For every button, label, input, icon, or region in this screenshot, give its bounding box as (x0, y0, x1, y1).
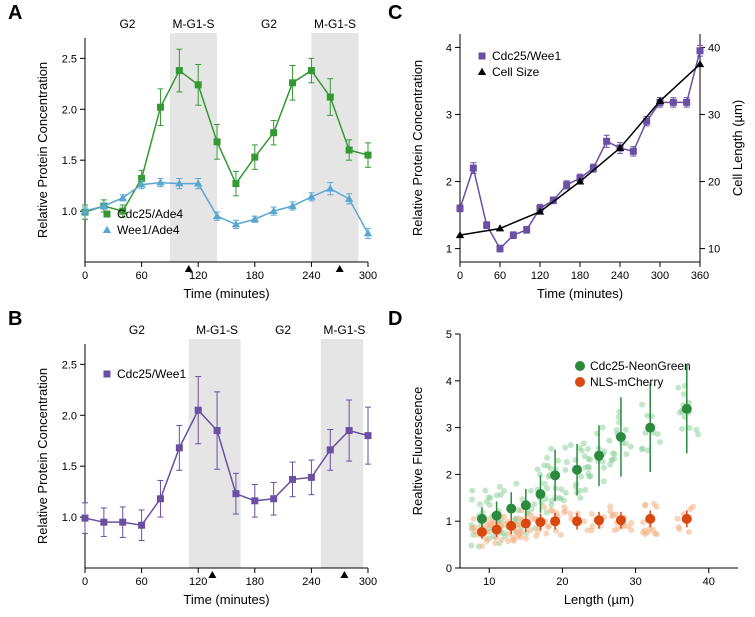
svg-text:30: 30 (708, 109, 720, 121)
svg-text:240: 240 (302, 576, 320, 588)
svg-text:120: 120 (531, 270, 549, 282)
svg-text:Length (µm): Length (µm) (564, 592, 634, 607)
chart-panel-b: 0 60 120 180 240 300 1.0 1.5 2.0 2.5 Time (minutes… (30, 314, 380, 614)
svg-text:60: 60 (135, 270, 147, 282)
svg-text:Time (minutes): Time (minutes) (183, 592, 269, 607)
svg-text:30: 30 (629, 576, 641, 588)
svg-text:120: 120 (189, 576, 207, 588)
svg-text:M-G1-S: M-G1-S (172, 17, 214, 31)
svg-text:G2: G2 (129, 323, 145, 337)
chart-panel-a: 0601201802403001.01.52.02.5Time (minutes… (30, 8, 380, 308)
svg-text:Cdc25/Wee1: Cdc25/Wee1 (492, 49, 561, 63)
svg-text:300: 300 (359, 576, 377, 588)
svg-text:1.5: 1.5 (62, 461, 77, 473)
svg-text:Time (minutes): Time (minutes) (537, 286, 623, 301)
svg-text:1: 1 (446, 244, 452, 256)
svg-text:1: 1 (446, 516, 452, 528)
svg-text:20: 20 (556, 576, 568, 588)
svg-text:40: 40 (703, 576, 715, 588)
svg-text:10: 10 (708, 244, 720, 256)
svg-text:1.5: 1.5 (62, 155, 77, 167)
svg-text:0: 0 (82, 576, 88, 588)
svg-text:Cdc25/Wee1: Cdc25/Wee1 (117, 367, 186, 381)
svg-text:60: 60 (494, 270, 506, 282)
panel-label-d: D (388, 308, 402, 331)
svg-text:60: 60 (135, 576, 147, 588)
svg-text:180: 180 (246, 270, 264, 282)
svg-text:0: 0 (446, 563, 452, 575)
svg-text:1.0: 1.0 (62, 512, 77, 524)
svg-text:4: 4 (446, 42, 452, 54)
svg-text:2.0: 2.0 (62, 410, 77, 422)
svg-text:G2: G2 (275, 323, 291, 337)
svg-text:2: 2 (446, 177, 452, 189)
svg-text:Time (minutes): Time (minutes) (183, 286, 269, 301)
svg-text:20: 20 (708, 177, 720, 189)
svg-text:360: 360 (691, 270, 709, 282)
svg-text:Relative Protein Concentration: Relative Protein Concentration (35, 62, 50, 238)
svg-text:M-G1-S: M-G1-S (314, 17, 356, 31)
chart-panel-c: 0 60 120 180 240 300 360 1 2 3 4 10 20 30 40 Time (minu… (405, 8, 750, 308)
svg-text:4: 4 (446, 376, 452, 388)
panel-label-a: A (8, 2, 22, 25)
svg-text:Cdc25/Ade4: Cdc25/Ade4 (117, 207, 183, 221)
svg-text:Cdc25-NeonGreen: Cdc25-NeonGreen (590, 359, 691, 373)
svg-text:Wee1/Ade4: Wee1/Ade4 (117, 223, 180, 237)
svg-text:0: 0 (457, 270, 463, 282)
svg-text:1.0: 1.0 (62, 206, 77, 218)
svg-text:2.5: 2.5 (62, 359, 77, 371)
svg-text:3: 3 (446, 423, 452, 435)
panel-label-c: C (388, 2, 402, 25)
svg-text:M-G1-S: M-G1-S (323, 323, 365, 337)
svg-text:40: 40 (708, 42, 720, 54)
svg-text:240: 240 (611, 270, 629, 282)
svg-text:180: 180 (571, 270, 589, 282)
svg-text:5: 5 (446, 329, 452, 341)
chart-panel-d: 10 20 30 40 0 1 2 3 4 5 Length (µm) Realtive Fluore… (405, 314, 750, 614)
svg-text:2.0: 2.0 (62, 104, 77, 116)
svg-text:2.5: 2.5 (62, 53, 77, 65)
svg-text:10: 10 (483, 576, 495, 588)
svg-text:Relative Protein Concentration: Relative Protein Concentration (35, 368, 50, 544)
svg-text:300: 300 (359, 270, 377, 282)
svg-text:300: 300 (651, 270, 669, 282)
svg-text:Relative Protein Concentration: Relative Protein Concentration (410, 60, 425, 236)
panel-label-b: B (8, 308, 22, 331)
svg-text:0: 0 (82, 270, 88, 282)
svg-text:3: 3 (446, 109, 452, 121)
svg-text:Cell Length (µm): Cell Length (µm) (730, 100, 745, 196)
svg-text:M-G1-S: M-G1-S (196, 323, 238, 337)
svg-text:Cell Size: Cell Size (492, 65, 540, 79)
svg-text:180: 180 (246, 576, 264, 588)
svg-text:240: 240 (302, 270, 320, 282)
svg-text:2: 2 (446, 469, 452, 481)
svg-text:G2: G2 (261, 17, 277, 31)
svg-text:Realtive Fluorescence: Realtive Fluorescence (410, 387, 425, 516)
svg-text:G2: G2 (119, 17, 135, 31)
svg-text:NLS-mCherry: NLS-mCherry (590, 375, 663, 389)
